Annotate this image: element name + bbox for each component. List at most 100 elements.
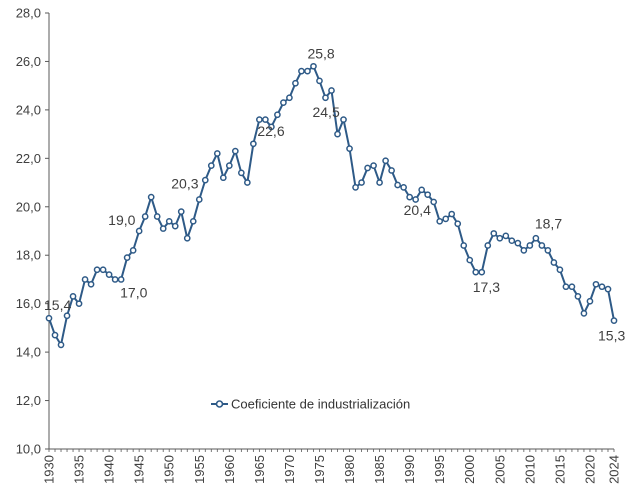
data-point (352, 184, 359, 191)
data-point (195, 196, 203, 203)
data-point (129, 247, 137, 254)
data-point (484, 242, 492, 249)
data-point (394, 181, 401, 189)
x-tick-label: 2024 (607, 455, 622, 484)
x-tick-label: 2010 (522, 455, 537, 484)
y-tick-label: 14,0 (16, 345, 41, 360)
x-tick-label: 2020 (582, 455, 597, 484)
data-point (286, 94, 293, 102)
x-tick-label: 1960 (222, 455, 237, 484)
x-tick-label: 1955 (192, 455, 207, 484)
data-point (430, 198, 438, 206)
data-point (544, 247, 552, 254)
y-tick-label: 20,0 (16, 199, 41, 214)
data-point (135, 227, 143, 235)
data-point (231, 147, 239, 155)
data-point (201, 176, 209, 184)
data-point (159, 225, 167, 232)
data-point (610, 317, 618, 324)
data-point (111, 276, 119, 283)
data-point (478, 268, 486, 276)
data-point (526, 242, 534, 249)
data-point (105, 271, 113, 278)
data-label: 15,3 (598, 328, 625, 344)
data-point (280, 99, 287, 106)
data-label: 15,4 (44, 297, 71, 313)
data-point (556, 266, 564, 274)
data-point (298, 67, 305, 75)
data-point (322, 94, 329, 102)
data-point (87, 280, 95, 288)
data-point (51, 331, 59, 339)
data-point (592, 280, 600, 288)
data-point (268, 123, 275, 131)
data-label: 17,3 (473, 279, 500, 295)
x-tick-label: 1935 (72, 455, 87, 484)
x-tick-label: 1985 (372, 455, 387, 484)
data-point (580, 310, 588, 317)
x-tick-label: 1950 (162, 455, 177, 484)
x-tick-label: 1975 (312, 455, 327, 484)
data-point (75, 300, 83, 308)
data-point (442, 215, 450, 223)
data-point (436, 217, 444, 225)
data-point (340, 116, 347, 123)
data-label: 22,6 (257, 123, 284, 139)
x-tick-label: 1970 (282, 455, 297, 484)
data-point (171, 222, 179, 230)
data-point (250, 140, 257, 148)
data-point (57, 341, 65, 349)
x-tick-label: 2005 (492, 455, 507, 484)
legend-marker-swatch (215, 400, 224, 408)
legend: Coeficiente de industrialización (211, 397, 410, 412)
data-point (93, 266, 101, 274)
data-point (370, 162, 377, 169)
data-point (502, 232, 510, 240)
data-point (177, 208, 185, 215)
data-point (604, 285, 612, 293)
data-point (141, 213, 149, 220)
data-point (490, 230, 498, 237)
data-point (225, 162, 233, 169)
data-point (63, 312, 71, 320)
data-point (346, 145, 353, 152)
x-tick-label: 1930 (42, 455, 57, 484)
legend-series-label: Coeficiente de industrialización (231, 397, 410, 412)
x-tick-label: 1990 (402, 455, 417, 484)
data-point (237, 169, 245, 177)
data-point (532, 234, 540, 242)
data-point (520, 247, 528, 254)
data-label: 18,7 (535, 215, 562, 231)
data-label: 20,3 (171, 176, 198, 192)
data-point (424, 191, 432, 199)
y-tick-label: 28,0 (16, 6, 41, 21)
data-point (418, 186, 426, 194)
data-point (213, 150, 221, 157)
x-tick-label: 2015 (552, 455, 567, 484)
data-point (219, 174, 227, 182)
data-point (153, 213, 161, 220)
data-point (256, 116, 263, 123)
data-point (550, 259, 558, 266)
data-point (310, 62, 317, 70)
data-point (328, 87, 335, 94)
data-point (207, 162, 215, 169)
y-tick-label: 10,0 (16, 442, 41, 457)
data-point (189, 217, 197, 225)
data-point (448, 210, 456, 218)
data-point (364, 164, 371, 172)
series-layer (45, 62, 618, 349)
data-point (406, 193, 413, 201)
x-tick-label: 1980 (342, 455, 357, 484)
data-point (45, 314, 53, 322)
data-point (165, 217, 173, 225)
data-point (454, 220, 462, 228)
data-point (508, 237, 516, 245)
data-point (400, 184, 407, 191)
y-tick-label: 18,0 (16, 248, 41, 263)
data-point (244, 179, 251, 186)
data-point (304, 67, 311, 75)
data-point (586, 297, 594, 305)
data-label: 17,0 (120, 284, 147, 300)
